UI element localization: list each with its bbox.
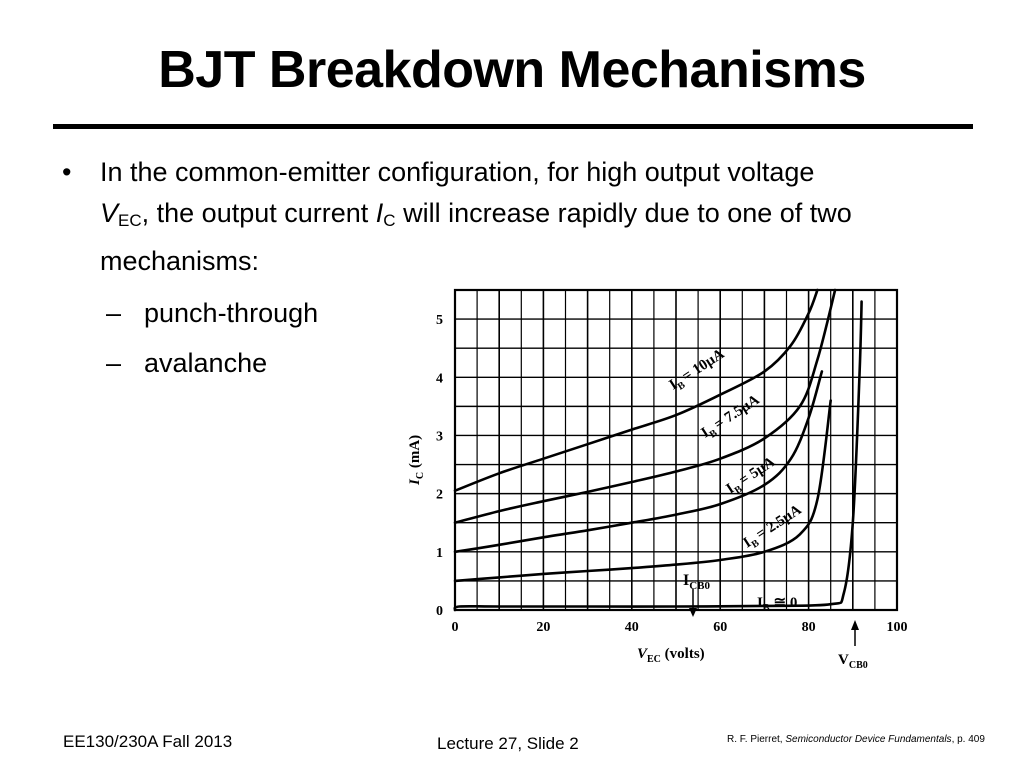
bullet-item-main: • In the common-emitter configuration, f… [62, 152, 962, 282]
y-tick-label: 1 [436, 546, 443, 561]
bullet-marker: • [62, 157, 72, 187]
bullet-text-line1: In the common-emitter configuration, for… [100, 157, 815, 187]
x-axis-title: VEC (volts) [637, 646, 705, 665]
curve-label-ib-0: IB ≅ 0 [757, 595, 797, 614]
chart-axes [453, 288, 899, 612]
x-tick-label: 20 [536, 620, 550, 635]
x-tick-label: 100 [887, 620, 908, 635]
title-divider [53, 124, 973, 129]
annotation-vcb0: VCB0 [838, 652, 868, 671]
y-tick-label: 3 [436, 429, 443, 444]
x-tick-label: 80 [802, 620, 816, 635]
footer-reference: R. F. Pierret, Semiconductor Device Fund… [727, 734, 985, 745]
series-line-4 [453, 300, 863, 612]
bullet-text-mid: , the output current [141, 198, 376, 228]
x-tick-label: 0 [452, 620, 459, 635]
footer-slide-number: Lecture 27, Slide 2 [437, 734, 579, 753]
slide-title: BJT Breakdown Mechanisms [158, 41, 866, 99]
sub-bullet-punch-through: – punch-through [62, 288, 962, 338]
y-tick-label: 2 [436, 488, 443, 503]
x-tick-label: 40 [625, 620, 639, 635]
vcb0-arrowhead [851, 620, 859, 630]
dash-marker: – [106, 298, 122, 328]
sub-bullet-avalanche: – avalanche [62, 338, 962, 388]
y-tick-label: 0 [436, 604, 443, 619]
chart-tick-labels: 0 20 40 60 80 100 0 1 2 3 4 5 [436, 313, 908, 635]
series-line-2 [453, 370, 824, 554]
y-tick-label: 5 [436, 313, 443, 328]
bullet-text-end: will increase rapidly due to one of two … [100, 198, 852, 276]
bullet-list: • In the common-emitter configuration, f… [62, 152, 962, 388]
series-line-0 [453, 288, 819, 492]
y-tick-label: 4 [436, 371, 443, 386]
series-line-1 [453, 288, 837, 524]
chart-curves [453, 288, 863, 612]
ic-symbol: IC [375, 198, 396, 230]
vec-symbol: VEC [100, 198, 142, 230]
plot-frame [453, 288, 899, 612]
footer-course: EE130/230A Fall 2013 [63, 732, 233, 751]
chart-grid [454, 289, 898, 611]
dash-marker: – [106, 348, 122, 378]
y-axis-title: IC (mA) [407, 435, 426, 486]
sub-bullet-text: punch-through [144, 298, 319, 328]
curve-label-ib-2-5ua: IB= 2.5µA [740, 502, 806, 554]
annotation-icb0: ICB0 [683, 572, 711, 592]
icb0-arrowhead [689, 608, 697, 617]
sub-bullet-text: avalanche [144, 348, 268, 378]
x-tick-label: 60 [713, 620, 727, 635]
series-line-3 [453, 399, 832, 583]
